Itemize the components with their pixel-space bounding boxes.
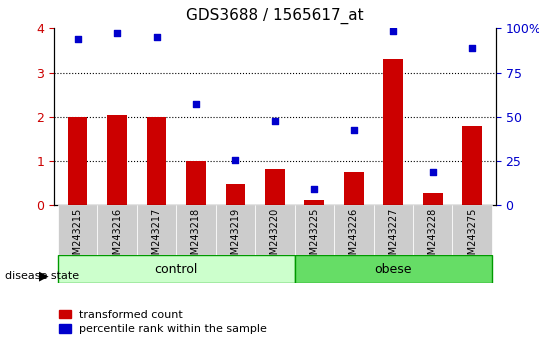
Text: GSM243216: GSM243216 <box>112 208 122 267</box>
Point <box>468 45 476 51</box>
Bar <box>107 115 127 205</box>
Title: GDS3688 / 1565617_at: GDS3688 / 1565617_at <box>186 8 364 24</box>
Point <box>192 101 201 107</box>
Legend: transformed count, percentile rank within the sample: transformed count, percentile rank withi… <box>59 310 267 335</box>
Bar <box>423 193 443 205</box>
Text: obese: obese <box>375 263 412 275</box>
Text: GSM243219: GSM243219 <box>231 208 240 267</box>
Point <box>231 157 240 163</box>
Point <box>310 185 319 191</box>
Point <box>73 36 82 42</box>
Bar <box>68 117 87 205</box>
Text: GSM243225: GSM243225 <box>309 208 319 267</box>
Bar <box>186 161 206 205</box>
Text: ▶: ▶ <box>39 270 49 282</box>
Bar <box>305 200 324 205</box>
Bar <box>265 169 285 205</box>
Bar <box>225 184 245 205</box>
Text: disease state: disease state <box>5 271 80 281</box>
Text: GSM243228: GSM243228 <box>428 208 438 267</box>
Bar <box>462 126 482 205</box>
Text: GSM243275: GSM243275 <box>467 208 477 267</box>
FancyBboxPatch shape <box>255 205 295 255</box>
FancyBboxPatch shape <box>374 205 413 255</box>
FancyBboxPatch shape <box>58 255 295 283</box>
FancyBboxPatch shape <box>334 205 374 255</box>
Point <box>349 127 358 133</box>
Point <box>271 118 279 124</box>
Text: GSM243217: GSM243217 <box>151 208 162 267</box>
FancyBboxPatch shape <box>295 205 334 255</box>
Bar <box>383 59 403 205</box>
Text: control: control <box>155 263 198 275</box>
Point <box>429 169 437 175</box>
Point <box>389 28 398 33</box>
FancyBboxPatch shape <box>98 205 137 255</box>
FancyBboxPatch shape <box>413 205 452 255</box>
Text: GSM243227: GSM243227 <box>388 208 398 267</box>
Text: GSM243215: GSM243215 <box>73 208 82 267</box>
FancyBboxPatch shape <box>295 255 492 283</box>
Point <box>152 34 161 40</box>
Text: GSM243226: GSM243226 <box>349 208 359 267</box>
FancyBboxPatch shape <box>216 205 255 255</box>
FancyBboxPatch shape <box>58 205 98 255</box>
Bar <box>344 172 364 205</box>
FancyBboxPatch shape <box>176 205 216 255</box>
Point <box>113 30 121 36</box>
Text: GSM243218: GSM243218 <box>191 208 201 267</box>
FancyBboxPatch shape <box>452 205 492 255</box>
FancyBboxPatch shape <box>137 205 176 255</box>
Bar <box>147 117 167 205</box>
Text: GSM243220: GSM243220 <box>270 208 280 267</box>
